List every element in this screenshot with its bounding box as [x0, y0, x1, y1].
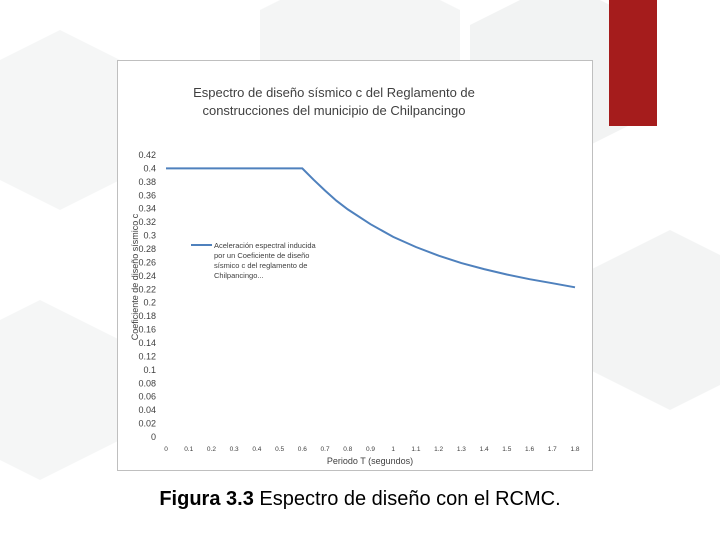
accent-bar [609, 0, 657, 126]
x-tick-label: 0 [164, 446, 168, 453]
x-tick-label: 1.5 [502, 446, 511, 453]
y-tick-label: 0.22 [138, 284, 156, 294]
caption-text: Espectro de diseño con el RCMC. [253, 488, 561, 510]
y-tick-label: 0.4 [143, 163, 156, 173]
y-tick-label: 0.36 [138, 190, 156, 200]
y-tick-label: 0.24 [138, 271, 156, 281]
chart-svg: Espectro de diseño sísmico c del Reglame… [130, 85, 580, 466]
x-tick-label: 1.4 [480, 446, 489, 453]
x-tick-label: 0.5 [275, 446, 284, 453]
y-tick-label: 0.42 [138, 150, 156, 160]
chart-container: Espectro de diseño sísmico c del Reglame… [117, 60, 593, 471]
x-tick-label: 0.8 [343, 446, 352, 453]
x-tick-label: 1.8 [570, 446, 579, 453]
y-tick-label: 0.28 [138, 244, 156, 254]
y-tick-labels: 0 0.02 0.04 0.06 0.08 0.1 0.12 0.14 0.16 0.18 0.2 0… [138, 150, 156, 442]
y-tick-label: 0.2 [143, 298, 156, 308]
x-tick-label: 0.3 [230, 446, 239, 453]
x-axis-label: Periodo T (segundos) [327, 456, 413, 466]
y-tick-label: 0.14 [138, 338, 156, 348]
legend-line-1: Aceleración espectral inducida [214, 241, 317, 250]
y-axis-label: Coeficiente de diseño sísmico c [130, 213, 140, 340]
y-tick-label: 0.06 [138, 392, 156, 402]
chart-title-line1: Espectro de diseño sísmico c del Reglame… [193, 85, 475, 100]
y-tick-label: 0.1 [143, 365, 156, 375]
x-tick-label: 0.4 [252, 446, 261, 453]
x-tick-label: 1.2 [434, 446, 443, 453]
y-tick-label: 0.16 [138, 325, 156, 335]
y-tick-label: 0.08 [138, 378, 156, 388]
hexagon-shape [0, 30, 150, 210]
series-line [166, 167, 576, 289]
hexagon-shape [0, 300, 130, 480]
x-tick-label: 0.1 [184, 446, 193, 453]
y-tick-label: 0.18 [138, 311, 156, 321]
y-tick-label: 0.26 [138, 257, 156, 267]
x-tick-label: 1.7 [548, 446, 557, 453]
y-tick-label: 0.34 [138, 204, 156, 214]
y-tick-label: 0.32 [138, 217, 156, 227]
y-tick-label: 0.3 [143, 231, 156, 241]
caption-label: Figura 3.3 [159, 488, 254, 510]
x-tick-label: 0.9 [366, 446, 375, 453]
figure-caption: Figura 3.3 Espectro de diseño con el RCM… [0, 488, 720, 511]
series-group [166, 167, 576, 289]
x-tick-label: 1.3 [457, 446, 466, 453]
x-tick-label: 1.1 [411, 446, 420, 453]
x-tick-label: 1 [391, 446, 395, 453]
y-tick-label: 0 [151, 432, 156, 442]
x-tick-labels: 0 0.1 0.2 0.3 0.4 0.5 0.6 0.7 0.8 0.9 1 1.1 1.2 1.3 1.… [164, 446, 580, 453]
y-tick-label: 0.38 [138, 177, 156, 187]
y-tick-label: 0.12 [138, 351, 156, 361]
y-tick-label: 0.02 [138, 419, 156, 429]
x-tick-label: 0.2 [207, 446, 216, 453]
chart-title-line2: construcciones del municipio de Chilpanc… [202, 103, 465, 118]
x-tick-label: 1.6 [525, 446, 534, 453]
legend-line-4: Chilpancingo... [214, 271, 264, 280]
x-tick-label: 0.6 [298, 446, 307, 453]
legend-line-2: por un Coeficiente de diseño [214, 251, 309, 260]
legend: Aceleración espectral inducida por un Co… [191, 241, 317, 280]
y-tick-label: 0.04 [138, 405, 156, 415]
x-tick-label: 0.7 [321, 446, 330, 453]
hexagon-shape [580, 230, 720, 410]
legend-line-3: sísmico c del reglamento de [214, 261, 307, 270]
